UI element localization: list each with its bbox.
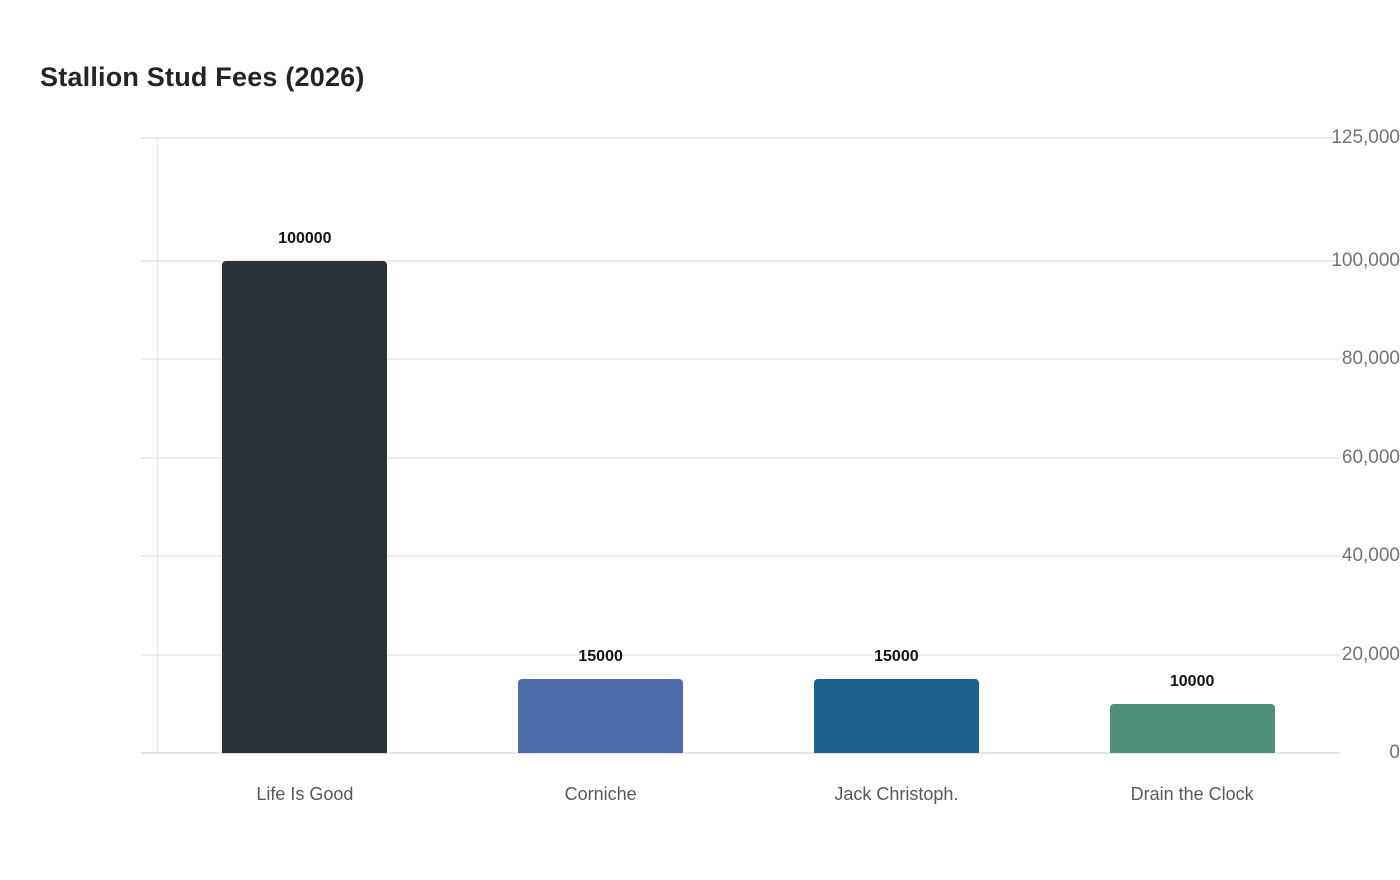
bar-corniche[interactable] xyxy=(518,679,684,753)
bar-value-label-corniche: 15000 xyxy=(578,648,623,666)
y-tick-label-60000: 60,000 xyxy=(1341,446,1400,468)
gridline-100000 xyxy=(141,260,1340,262)
gridline-80000 xyxy=(141,358,1340,361)
gridline-0 xyxy=(141,752,1340,754)
gridline-40000 xyxy=(141,555,1340,558)
plot-area: 100000 15000 15000 10000 xyxy=(141,137,1340,754)
bar-drain-the-clock[interactable] xyxy=(1109,703,1275,753)
bar-jack-christoph[interactable] xyxy=(813,679,979,753)
bar-value-label-drain-the-clock: 10000 xyxy=(1169,672,1215,690)
y-axis-line xyxy=(157,138,158,753)
gridline-60000 xyxy=(141,456,1340,459)
bar-life-is-good[interactable] xyxy=(222,261,388,753)
x-axis-label-corniche: Corniche xyxy=(564,784,637,804)
x-axis-label-jack-christoph: Jack Christoph. xyxy=(834,784,959,804)
x-axis-label-drain-the-clock: Drain the Clock xyxy=(1130,784,1254,804)
y-tick-label-100000: 100,000 xyxy=(1331,250,1400,271)
y-tick-label-40000: 40,000 xyxy=(1341,545,1400,567)
chart-title: Stallion Stud Fees (2026) xyxy=(40,62,365,92)
x-axis-label-life-is-good: Life Is Good xyxy=(256,784,354,804)
y-tick-label-80000: 80,000 xyxy=(1341,348,1400,370)
gridline-125000 xyxy=(141,137,1340,139)
y-tick-label-125000: 125,000 xyxy=(1331,127,1400,148)
y-tick-label-0: 0 xyxy=(1389,742,1400,763)
y-tick-label-20000: 20,000 xyxy=(1341,643,1400,665)
bar-value-label-jack-christoph: 15000 xyxy=(874,648,919,666)
gridline-20000 xyxy=(141,653,1340,656)
bar-value-label-life-is-good: 100000 xyxy=(278,230,332,247)
